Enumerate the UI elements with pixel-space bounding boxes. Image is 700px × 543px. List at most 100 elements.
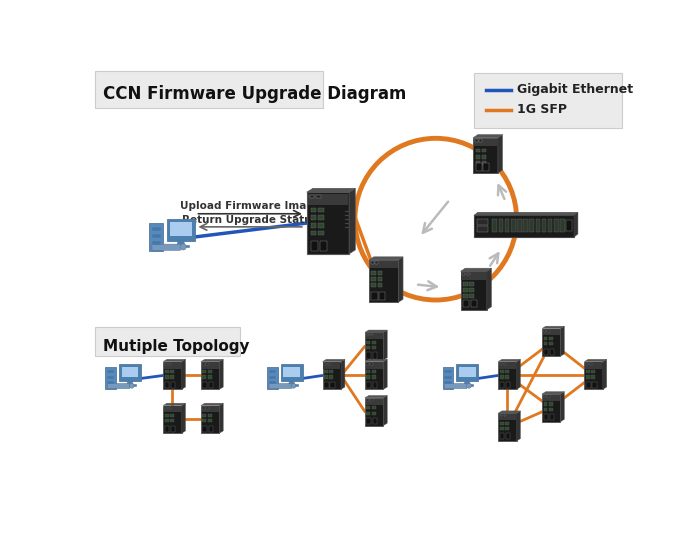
FancyBboxPatch shape [548,219,552,232]
FancyBboxPatch shape [208,414,211,417]
FancyBboxPatch shape [550,414,554,420]
FancyBboxPatch shape [499,414,516,420]
FancyBboxPatch shape [164,407,167,408]
FancyBboxPatch shape [584,362,603,389]
Polygon shape [349,188,356,254]
FancyBboxPatch shape [372,283,376,287]
FancyBboxPatch shape [542,329,560,336]
FancyBboxPatch shape [286,384,298,386]
FancyBboxPatch shape [367,346,370,349]
FancyBboxPatch shape [208,370,211,373]
Polygon shape [561,392,564,422]
Circle shape [291,383,296,388]
FancyBboxPatch shape [499,362,516,369]
FancyBboxPatch shape [372,382,377,388]
Polygon shape [365,330,387,332]
FancyBboxPatch shape [152,227,161,231]
FancyBboxPatch shape [372,412,376,415]
FancyBboxPatch shape [461,384,473,386]
FancyBboxPatch shape [544,330,546,332]
FancyBboxPatch shape [365,362,384,389]
FancyBboxPatch shape [589,363,592,365]
Polygon shape [219,403,223,433]
FancyBboxPatch shape [209,382,214,388]
FancyBboxPatch shape [483,163,489,171]
Polygon shape [517,359,521,389]
FancyBboxPatch shape [206,407,209,408]
FancyBboxPatch shape [269,381,276,384]
FancyBboxPatch shape [469,288,474,292]
FancyBboxPatch shape [469,294,474,298]
FancyBboxPatch shape [377,283,382,287]
FancyBboxPatch shape [164,370,169,373]
FancyBboxPatch shape [107,370,114,373]
FancyBboxPatch shape [320,242,327,251]
FancyBboxPatch shape [475,163,482,171]
FancyBboxPatch shape [365,362,383,369]
FancyBboxPatch shape [202,414,206,417]
FancyBboxPatch shape [372,370,376,373]
Text: Gigabit Ethernet: Gigabit Ethernet [517,83,633,96]
FancyBboxPatch shape [500,363,502,365]
FancyBboxPatch shape [482,155,486,159]
FancyBboxPatch shape [592,382,596,388]
FancyBboxPatch shape [549,408,553,411]
FancyBboxPatch shape [201,362,219,389]
FancyBboxPatch shape [171,426,176,432]
FancyBboxPatch shape [473,138,498,173]
FancyBboxPatch shape [370,334,372,336]
FancyBboxPatch shape [542,394,561,422]
FancyBboxPatch shape [281,364,302,381]
FancyBboxPatch shape [365,333,383,339]
FancyBboxPatch shape [152,234,161,238]
FancyBboxPatch shape [164,382,169,388]
FancyBboxPatch shape [169,407,171,408]
FancyBboxPatch shape [585,362,602,369]
FancyBboxPatch shape [475,161,480,165]
FancyBboxPatch shape [477,226,488,232]
FancyBboxPatch shape [365,398,384,426]
FancyBboxPatch shape [372,352,377,358]
FancyBboxPatch shape [170,370,174,373]
FancyBboxPatch shape [500,433,504,439]
FancyBboxPatch shape [119,364,141,381]
Polygon shape [384,395,387,426]
FancyBboxPatch shape [544,349,548,355]
FancyBboxPatch shape [505,422,509,425]
FancyBboxPatch shape [542,329,561,356]
FancyBboxPatch shape [152,241,161,244]
FancyBboxPatch shape [444,383,467,389]
FancyBboxPatch shape [164,419,169,422]
FancyBboxPatch shape [171,382,176,388]
FancyBboxPatch shape [461,272,486,280]
Polygon shape [323,359,345,362]
FancyBboxPatch shape [107,381,114,384]
FancyBboxPatch shape [95,71,323,108]
FancyBboxPatch shape [311,216,316,220]
FancyBboxPatch shape [324,375,328,378]
Polygon shape [182,359,186,389]
FancyBboxPatch shape [550,349,554,355]
FancyBboxPatch shape [164,362,181,369]
FancyBboxPatch shape [498,219,503,232]
FancyBboxPatch shape [318,207,323,212]
Polygon shape [474,212,578,216]
Polygon shape [603,359,607,389]
FancyBboxPatch shape [269,376,276,378]
FancyBboxPatch shape [586,363,588,365]
FancyBboxPatch shape [542,219,546,232]
FancyBboxPatch shape [547,395,550,397]
FancyBboxPatch shape [308,194,348,205]
Circle shape [180,244,186,250]
Polygon shape [384,359,387,389]
FancyBboxPatch shape [367,334,369,336]
Polygon shape [201,359,223,362]
FancyBboxPatch shape [505,219,510,232]
FancyBboxPatch shape [492,219,497,232]
FancyBboxPatch shape [202,426,207,432]
FancyBboxPatch shape [164,406,181,413]
FancyBboxPatch shape [318,231,323,235]
FancyBboxPatch shape [208,375,211,378]
FancyBboxPatch shape [372,418,377,424]
FancyBboxPatch shape [107,383,130,389]
